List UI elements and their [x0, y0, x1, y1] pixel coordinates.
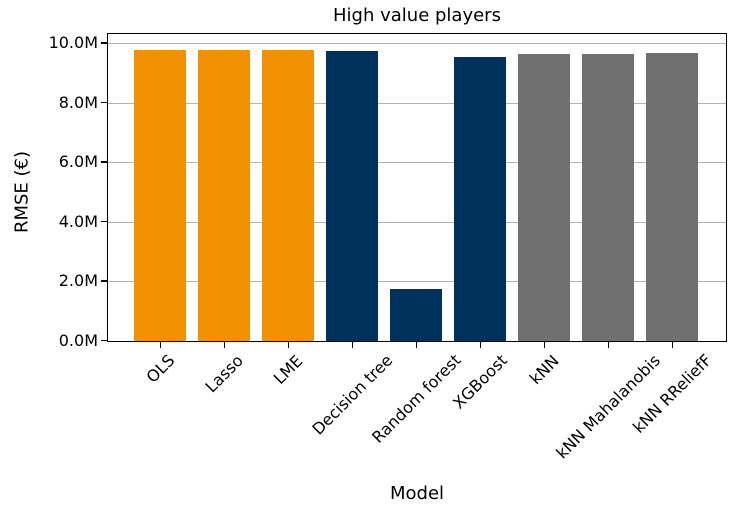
- xtick-mark: [287, 342, 290, 348]
- xtick-mark: [223, 342, 226, 348]
- bar-random-forest: [390, 289, 442, 341]
- xtick-label-ols: OLS: [142, 351, 178, 387]
- ytick-label-0.0M: 0.0M: [58, 330, 98, 350]
- ytick-label-10.0M: 10.0M: [48, 33, 98, 52]
- xtick-mark: [479, 342, 482, 348]
- gridline-6.0M: [108, 162, 726, 163]
- gridline-4.0M: [108, 221, 726, 223]
- bar-lme: [262, 49, 314, 341]
- xtick-label-lasso: Lasso: [201, 350, 247, 397]
- ytick-mark: [101, 101, 107, 104]
- bar-ols: [134, 49, 186, 341]
- xtick-mark: [351, 342, 354, 348]
- xtick-mark: [607, 342, 610, 348]
- x-axis-label: Model: [389, 483, 445, 504]
- xtick-label-knn: kNN: [525, 350, 563, 388]
- ytick-mark: [101, 42, 107, 44]
- gridline-8.0M: [108, 102, 726, 104]
- bar-knn: [518, 54, 570, 341]
- ytick-label-6.0M: 6.0M: [58, 152, 98, 171]
- plot-area: [107, 33, 727, 342]
- xtick-mark: [415, 342, 418, 348]
- bar-xgboost: [454, 57, 506, 341]
- gridline-10.0M: [108, 43, 726, 44]
- ytick-label-2.0M: 2.0M: [58, 271, 98, 290]
- ytick-mark: [101, 339, 107, 342]
- bar-knn-mahalanobis: [582, 53, 634, 341]
- gridline-2.0M: [108, 281, 726, 282]
- bar-lasso: [198, 49, 250, 341]
- xtick-mark: [671, 342, 674, 348]
- xtick-mark: [159, 342, 162, 348]
- bar-decision-tree: [326, 50, 378, 341]
- ytick-label-4.0M: 4.0M: [58, 211, 98, 231]
- ytick-mark: [101, 161, 107, 163]
- chart-title: High value players: [333, 5, 501, 26]
- ytick-mark: [101, 220, 107, 223]
- xtick-label-lme: LME: [269, 350, 307, 388]
- ytick-label-8.0M: 8.0M: [58, 92, 98, 112]
- ytick-mark: [101, 280, 107, 282]
- bar-knn-rrelieff: [646, 53, 698, 341]
- xtick-mark: [543, 342, 546, 348]
